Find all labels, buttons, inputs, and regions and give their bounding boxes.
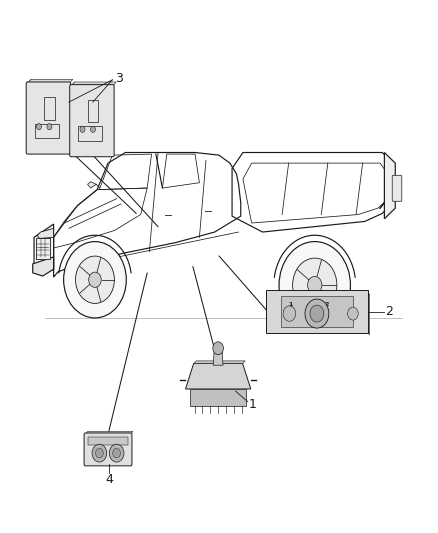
Circle shape [113, 448, 120, 458]
Circle shape [88, 272, 101, 287]
FancyBboxPatch shape [266, 290, 368, 333]
Circle shape [47, 124, 52, 130]
Circle shape [80, 126, 85, 132]
Circle shape [307, 277, 322, 294]
Circle shape [310, 305, 324, 322]
Text: 4: 4 [106, 473, 113, 486]
Text: 3: 3 [115, 72, 123, 85]
Text: 1: 1 [289, 302, 293, 307]
FancyBboxPatch shape [281, 296, 353, 327]
Circle shape [36, 124, 42, 130]
Circle shape [95, 448, 103, 458]
Polygon shape [71, 82, 116, 86]
Text: 2: 2 [385, 305, 393, 318]
FancyBboxPatch shape [84, 433, 132, 466]
Polygon shape [28, 79, 73, 84]
FancyBboxPatch shape [70, 85, 114, 157]
Polygon shape [213, 350, 223, 365]
Circle shape [283, 306, 296, 321]
Polygon shape [85, 431, 133, 434]
Circle shape [279, 241, 350, 328]
Polygon shape [88, 182, 96, 188]
FancyBboxPatch shape [190, 389, 246, 407]
Polygon shape [34, 224, 53, 274]
Circle shape [348, 307, 358, 320]
Polygon shape [267, 292, 370, 295]
Circle shape [64, 241, 126, 318]
Circle shape [213, 342, 223, 354]
Circle shape [75, 256, 114, 303]
Polygon shape [367, 292, 370, 335]
Circle shape [305, 299, 329, 328]
Polygon shape [385, 152, 395, 219]
Text: 2: 2 [325, 302, 329, 307]
Circle shape [293, 258, 337, 312]
Circle shape [91, 126, 95, 132]
Polygon shape [71, 82, 74, 155]
Text: 1: 1 [249, 398, 257, 411]
Circle shape [92, 444, 107, 462]
FancyBboxPatch shape [392, 175, 402, 201]
Polygon shape [28, 79, 31, 152]
FancyBboxPatch shape [36, 238, 50, 259]
Circle shape [110, 444, 124, 462]
Polygon shape [37, 228, 53, 238]
FancyBboxPatch shape [26, 82, 71, 154]
FancyBboxPatch shape [88, 437, 128, 445]
Polygon shape [194, 361, 245, 364]
Polygon shape [185, 364, 251, 389]
Polygon shape [33, 257, 53, 276]
